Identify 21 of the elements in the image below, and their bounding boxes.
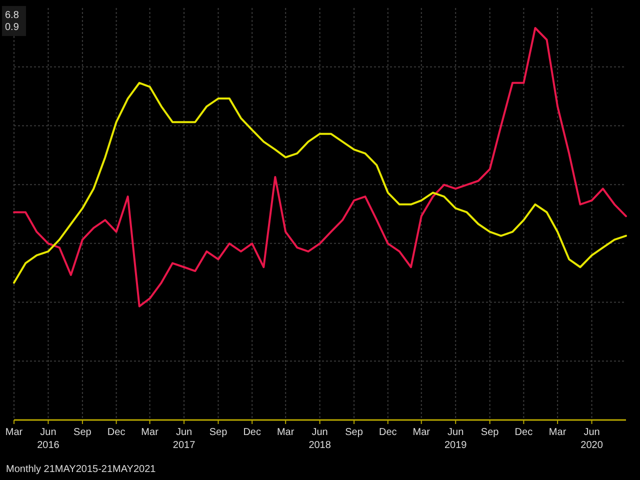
x-tick-label: Sep	[345, 427, 364, 438]
x-tick-label: Mar	[141, 427, 160, 438]
x-tick-label: Jun 2018	[308, 427, 332, 451]
x-tick-label: Mar	[5, 427, 24, 438]
x-tick-label: Dec	[514, 427, 533, 438]
x-tick-label: Jun 2019	[444, 427, 468, 451]
x-tick-label: Jun 2017	[172, 427, 196, 451]
text: Monthly 21MAY2015-21MAY2021	[6, 464, 156, 475]
x-tick-label: Sep	[74, 427, 92, 438]
x-tick-label: Dec	[243, 427, 261, 438]
x-tick-label: Dec	[379, 427, 397, 438]
x-tick-label: Mar	[412, 427, 431, 438]
x-tick-label: Sep	[209, 427, 228, 438]
x-tick-label: Mar	[548, 427, 567, 438]
annotation: 0.9	[5, 22, 20, 33]
x-tick-label: Sep	[480, 427, 500, 438]
x-tick-label: Jun 2020	[580, 427, 604, 451]
x-tick-label: Dec	[107, 427, 126, 438]
x-tick-label: Mar	[276, 427, 295, 438]
text: 6.8	[5, 10, 20, 21]
x-tick-label: Jun 2016	[37, 427, 60, 451]
